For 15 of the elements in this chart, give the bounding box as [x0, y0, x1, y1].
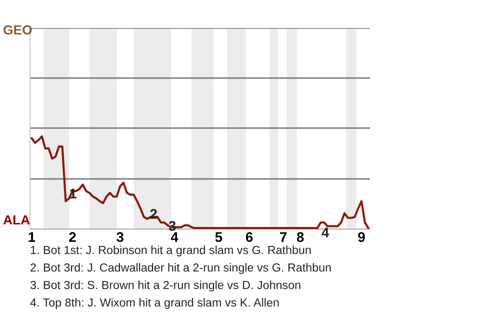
- x-tick-label: 2: [69, 232, 76, 242]
- text: 4. Top 8th: J. Wixom hit a grand slam vs K. Allen: [30, 298, 279, 309]
- x-tick-label: 3: [116, 232, 124, 242]
- text: 3. Bot 3rd: S. Brown hit a 2-run single vs D. Johnson: [30, 280, 300, 292]
- x-tick-label: 5: [215, 232, 222, 242]
- x-tick-label: 9: [358, 232, 365, 242]
- x-tick-label: 6: [246, 232, 253, 242]
- text: GEO: [4, 25, 32, 35]
- x-tick-label: 7: [280, 232, 287, 242]
- text: 2. Bot 3rd: J. Cadwallader hit a 2-run single vs G. Rathbun: [30, 263, 331, 274]
- text: ALA: [3, 215, 30, 224]
- x-tick-label: 8: [296, 232, 304, 242]
- x-tick-label: 1: [28, 232, 36, 242]
- x-tick-label: 4: [170, 232, 178, 242]
- text: 1. Bot 1st: J. Robinson hit a grand slam vs G. Rathbun: [30, 246, 311, 256]
